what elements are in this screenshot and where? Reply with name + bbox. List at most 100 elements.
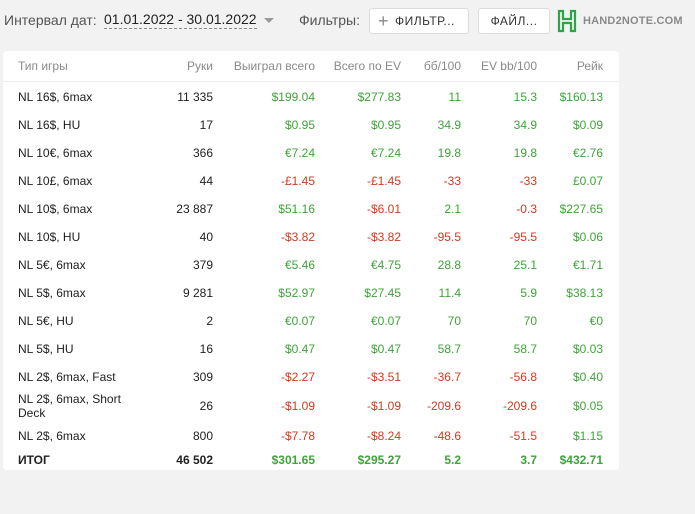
cell-rake: $0.05 <box>572 399 603 413</box>
cell-game: NL 10$, HU <box>18 229 81 244</box>
cell-bb100: 11.4 <box>438 285 461 300</box>
cell-hands: 44 <box>199 173 213 188</box>
file-button[interactable]: ФАЙЛ... <box>478 8 550 34</box>
col-header-evbb100[interactable]: EV bb/100 <box>477 51 553 82</box>
plus-icon: + <box>378 11 390 31</box>
cell-rake: €1.71 <box>572 257 603 272</box>
table-row[interactable]: NL 10£, 6max 44 -£1.45 -£1.45 -33 -33 £0.07 <box>3 165 619 193</box>
cell-won: $199.04 <box>271 89 315 104</box>
cell-ev: €0.07 <box>370 313 401 328</box>
cell-ev: €4.75 <box>370 257 401 272</box>
cell-bb100: 5.2 <box>444 453 461 467</box>
table-total-row[interactable]: ИТОГ 46 502 $301.65 $295.27 5.2 3.7 $432.71 <box>3 448 619 472</box>
cell-ev: -$6.01 <box>366 201 401 216</box>
col-header-ev[interactable]: Всего по EV <box>331 51 417 82</box>
cell-won: -$1.09 <box>280 399 315 413</box>
cell-game: ИТОГ <box>18 453 50 467</box>
chevron-down-icon[interactable] <box>264 18 274 23</box>
col-header-hands[interactable]: Руки <box>163 51 229 82</box>
table-row[interactable]: NL 10$, 6max 23 887 $51.16 -$6.01 2.1 -0.3 $22… <box>3 193 619 221</box>
interval-label: Интервал дат: <box>4 12 97 28</box>
table-row[interactable]: NL 10$, HU 40 -$3.82 -$3.82 -95.5 -95.5 $0.06 <box>3 221 619 249</box>
cell-ev: -$8.24 <box>366 428 401 443</box>
table-row[interactable]: NL 16$, HU 17 $0.95 $0.95 34.9 34.9 $0.09 <box>3 109 619 137</box>
cell-bb100: -36.7 <box>433 369 461 384</box>
cell-ev: $295.27 <box>357 453 401 467</box>
cell-game: NL 2$, 6max <box>18 428 86 443</box>
cell-game: NL 2$, 6max, Short Deck <box>18 392 121 420</box>
col-header-game[interactable]: Тип игры <box>3 51 163 82</box>
cell-hands: 23 887 <box>176 201 213 216</box>
toolbar: Интервал дат: 01.01.2022 - 30.01.2022 Фи… <box>0 0 695 44</box>
cell-rake: €0 <box>589 313 603 328</box>
cell-game: NL 5$, HU <box>18 341 74 356</box>
date-range-picker[interactable]: 01.01.2022 - 30.01.2022 <box>104 11 257 29</box>
cell-won: €5.46 <box>284 257 315 272</box>
col-header-bb100[interactable]: бб/100 <box>417 51 477 82</box>
cell-evbb100: -95.5 <box>509 229 537 244</box>
table-row[interactable]: NL 2$, 6max 800 -$7.78 -$8.24 -48.6 -51.5 $1.1… <box>3 420 619 448</box>
cell-ev: $277.83 <box>357 89 401 104</box>
cell-ev: $0.95 <box>370 117 401 132</box>
cell-evbb100: 3.7 <box>520 453 537 467</box>
cell-hands: 366 <box>192 145 213 160</box>
cell-hands: 2 <box>206 313 213 328</box>
cell-hands: 46 502 <box>176 453 213 467</box>
cell-ev: -$3.51 <box>366 369 401 384</box>
cell-rake: $432.71 <box>559 453 603 467</box>
cell-won: $52.97 <box>278 285 315 300</box>
filter-button-label: ФИЛЬТР... <box>395 14 455 28</box>
hand2note-logo-icon <box>557 9 577 33</box>
cell-hands: 379 <box>192 257 213 272</box>
cell-ev: $0.47 <box>370 341 401 356</box>
table-row[interactable]: NL 5€, HU 2 €0.07 €0.07 70 70 €0 <box>3 305 619 333</box>
cell-ev: -$1.09 <box>366 399 401 413</box>
cell-rake: £0.07 <box>572 173 603 188</box>
cell-won: $51.16 <box>278 201 315 216</box>
col-header-won[interactable]: Выиграл всего <box>229 51 331 82</box>
cell-hands: 309 <box>192 369 213 384</box>
cell-hands: 17 <box>199 117 213 132</box>
cell-rake: $0.03 <box>572 341 603 356</box>
cell-evbb100: -209.6 <box>502 399 537 413</box>
cell-evbb100: 70 <box>523 313 537 328</box>
table-row[interactable]: NL 5$, 6max 9 281 $52.97 $27.45 11.4 5.9 $38.1… <box>3 277 619 305</box>
table-row[interactable]: NL 5€, 6max 379 €5.46 €4.75 28.8 25.1 €1.71 <box>3 249 619 277</box>
cell-won: $301.65 <box>271 453 315 467</box>
col-header-rake[interactable]: Рейк <box>553 51 619 82</box>
stats-table: Тип игры Руки Выиграл всего Всего по EV … <box>3 51 619 472</box>
cell-rake: $0.06 <box>572 229 603 244</box>
stats-card: Тип игры Руки Выиграл всего Всего по EV … <box>3 51 619 470</box>
cell-bb100: 2.1 <box>444 201 461 216</box>
filters-label: Фильтры: <box>299 12 360 28</box>
cell-rake: $160.13 <box>559 89 603 104</box>
cell-game: NL 5€, HU <box>18 313 74 328</box>
cell-bb100: 58.7 <box>437 341 461 356</box>
table-row[interactable]: NL 2$, 6max, Short Deck 26 -$1.09 -$1.09 -20… <box>3 389 619 420</box>
cell-ev: -£1.45 <box>366 173 401 188</box>
table-header-row: Тип игры Руки Выиграл всего Всего по EV … <box>3 51 619 82</box>
file-button-label: ФАЙЛ... <box>490 14 538 28</box>
cell-bb100: 70 <box>447 313 461 328</box>
cell-hands: 9 281 <box>182 285 213 300</box>
table-row[interactable]: NL 16$, 6max 11 335 $199.04 $277.83 11 15.3 $1… <box>3 81 619 109</box>
table-row[interactable]: NL 2$, 6max, Fast 309 -$2.27 -$3.51 -36.7 -56… <box>3 361 619 389</box>
cell-ev: $27.45 <box>364 285 401 300</box>
cell-hands: 16 <box>199 341 213 356</box>
cell-won: €7.24 <box>284 145 315 160</box>
cell-won: -$2.27 <box>280 369 315 384</box>
cell-bb100: 11 <box>448 89 461 104</box>
cell-rake: $0.09 <box>572 117 603 132</box>
table-row[interactable]: NL 10€, 6max 366 €7.24 €7.24 19.8 19.8 €2.76 <box>3 137 619 165</box>
cell-game: NL 5€, 6max <box>18 257 86 272</box>
table-row[interactable]: NL 5$, HU 16 $0.47 $0.47 58.7 58.7 $0.03 <box>3 333 619 361</box>
cell-won: €0.07 <box>284 313 315 328</box>
filter-button[interactable]: + ФИЛЬТР... <box>369 8 469 34</box>
cell-evbb100: 34.9 <box>513 117 537 132</box>
cell-hands: 26 <box>199 399 213 413</box>
cell-bb100: -95.5 <box>433 229 461 244</box>
cell-won: -$3.82 <box>280 229 315 244</box>
cell-rake: $0.40 <box>572 369 603 384</box>
cell-evbb100: 5.9 <box>520 285 537 300</box>
cell-ev: -$3.82 <box>366 229 401 244</box>
